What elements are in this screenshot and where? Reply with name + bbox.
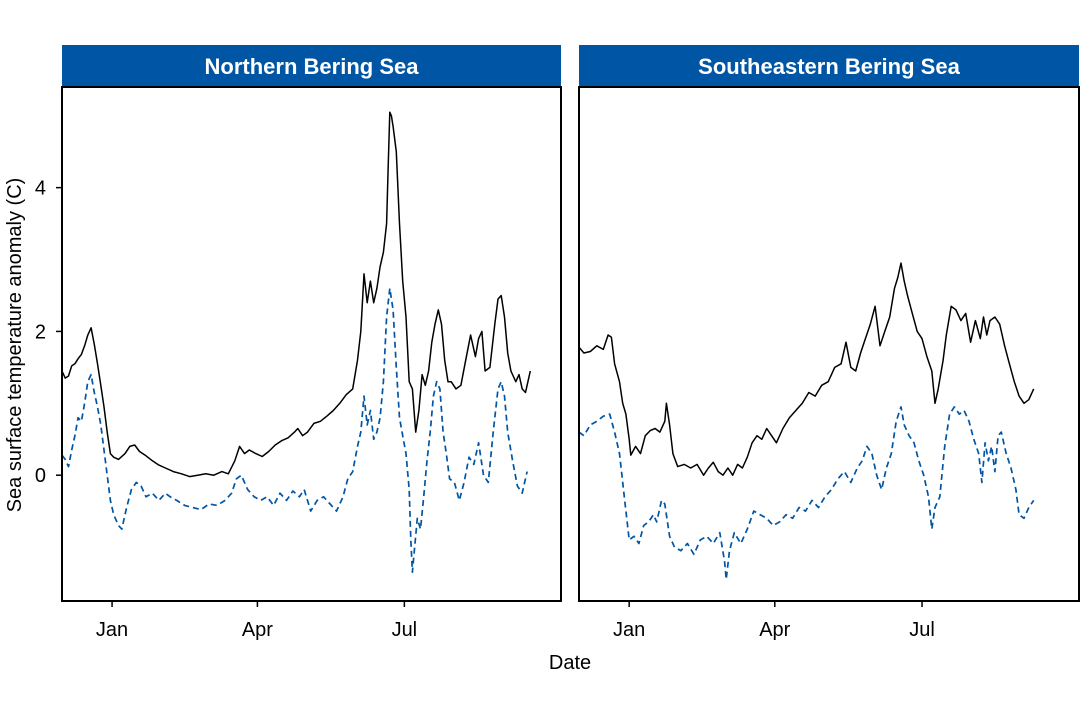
dashed-series-line	[578, 406, 1035, 581]
solid-series-line	[61, 111, 532, 478]
dashed-series-line	[61, 287, 528, 574]
facet-title: Southeastern Bering Sea	[698, 54, 960, 79]
x-tick-label: Jan	[613, 619, 645, 641]
panels-layer: Northern Bering Sea Jan Apr Jul 0 2 4 Southeast…	[35, 45, 1080, 641]
panel-border	[578, 86, 1080, 602]
x-tick-label: Jan	[96, 619, 128, 641]
facet-panel: Southeastern Bering Sea Jan Apr Jul	[578, 45, 1080, 641]
solid-series-line	[578, 262, 1035, 476]
facet-strip	[579, 45, 1079, 87]
x-axis-title: Date	[549, 652, 591, 674]
y-tick-label: 4	[35, 178, 46, 200]
panel-border	[61, 86, 562, 602]
y-tick-label: 0	[35, 465, 46, 487]
x-tick-label: Jul	[392, 619, 418, 641]
facet-panel: Northern Bering Sea Jan Apr Jul 0 2 4	[35, 45, 562, 641]
x-tick-label: Apr	[759, 619, 790, 641]
x-tick-label: Jul	[909, 619, 935, 641]
facet-title: Northern Bering Sea	[205, 54, 420, 79]
y-tick-label: 2	[35, 321, 46, 343]
x-tick-label: Apr	[242, 619, 273, 641]
y-axis-title: Sea surface temperature anomaly (C)	[4, 178, 26, 513]
facet-strip	[62, 45, 561, 87]
